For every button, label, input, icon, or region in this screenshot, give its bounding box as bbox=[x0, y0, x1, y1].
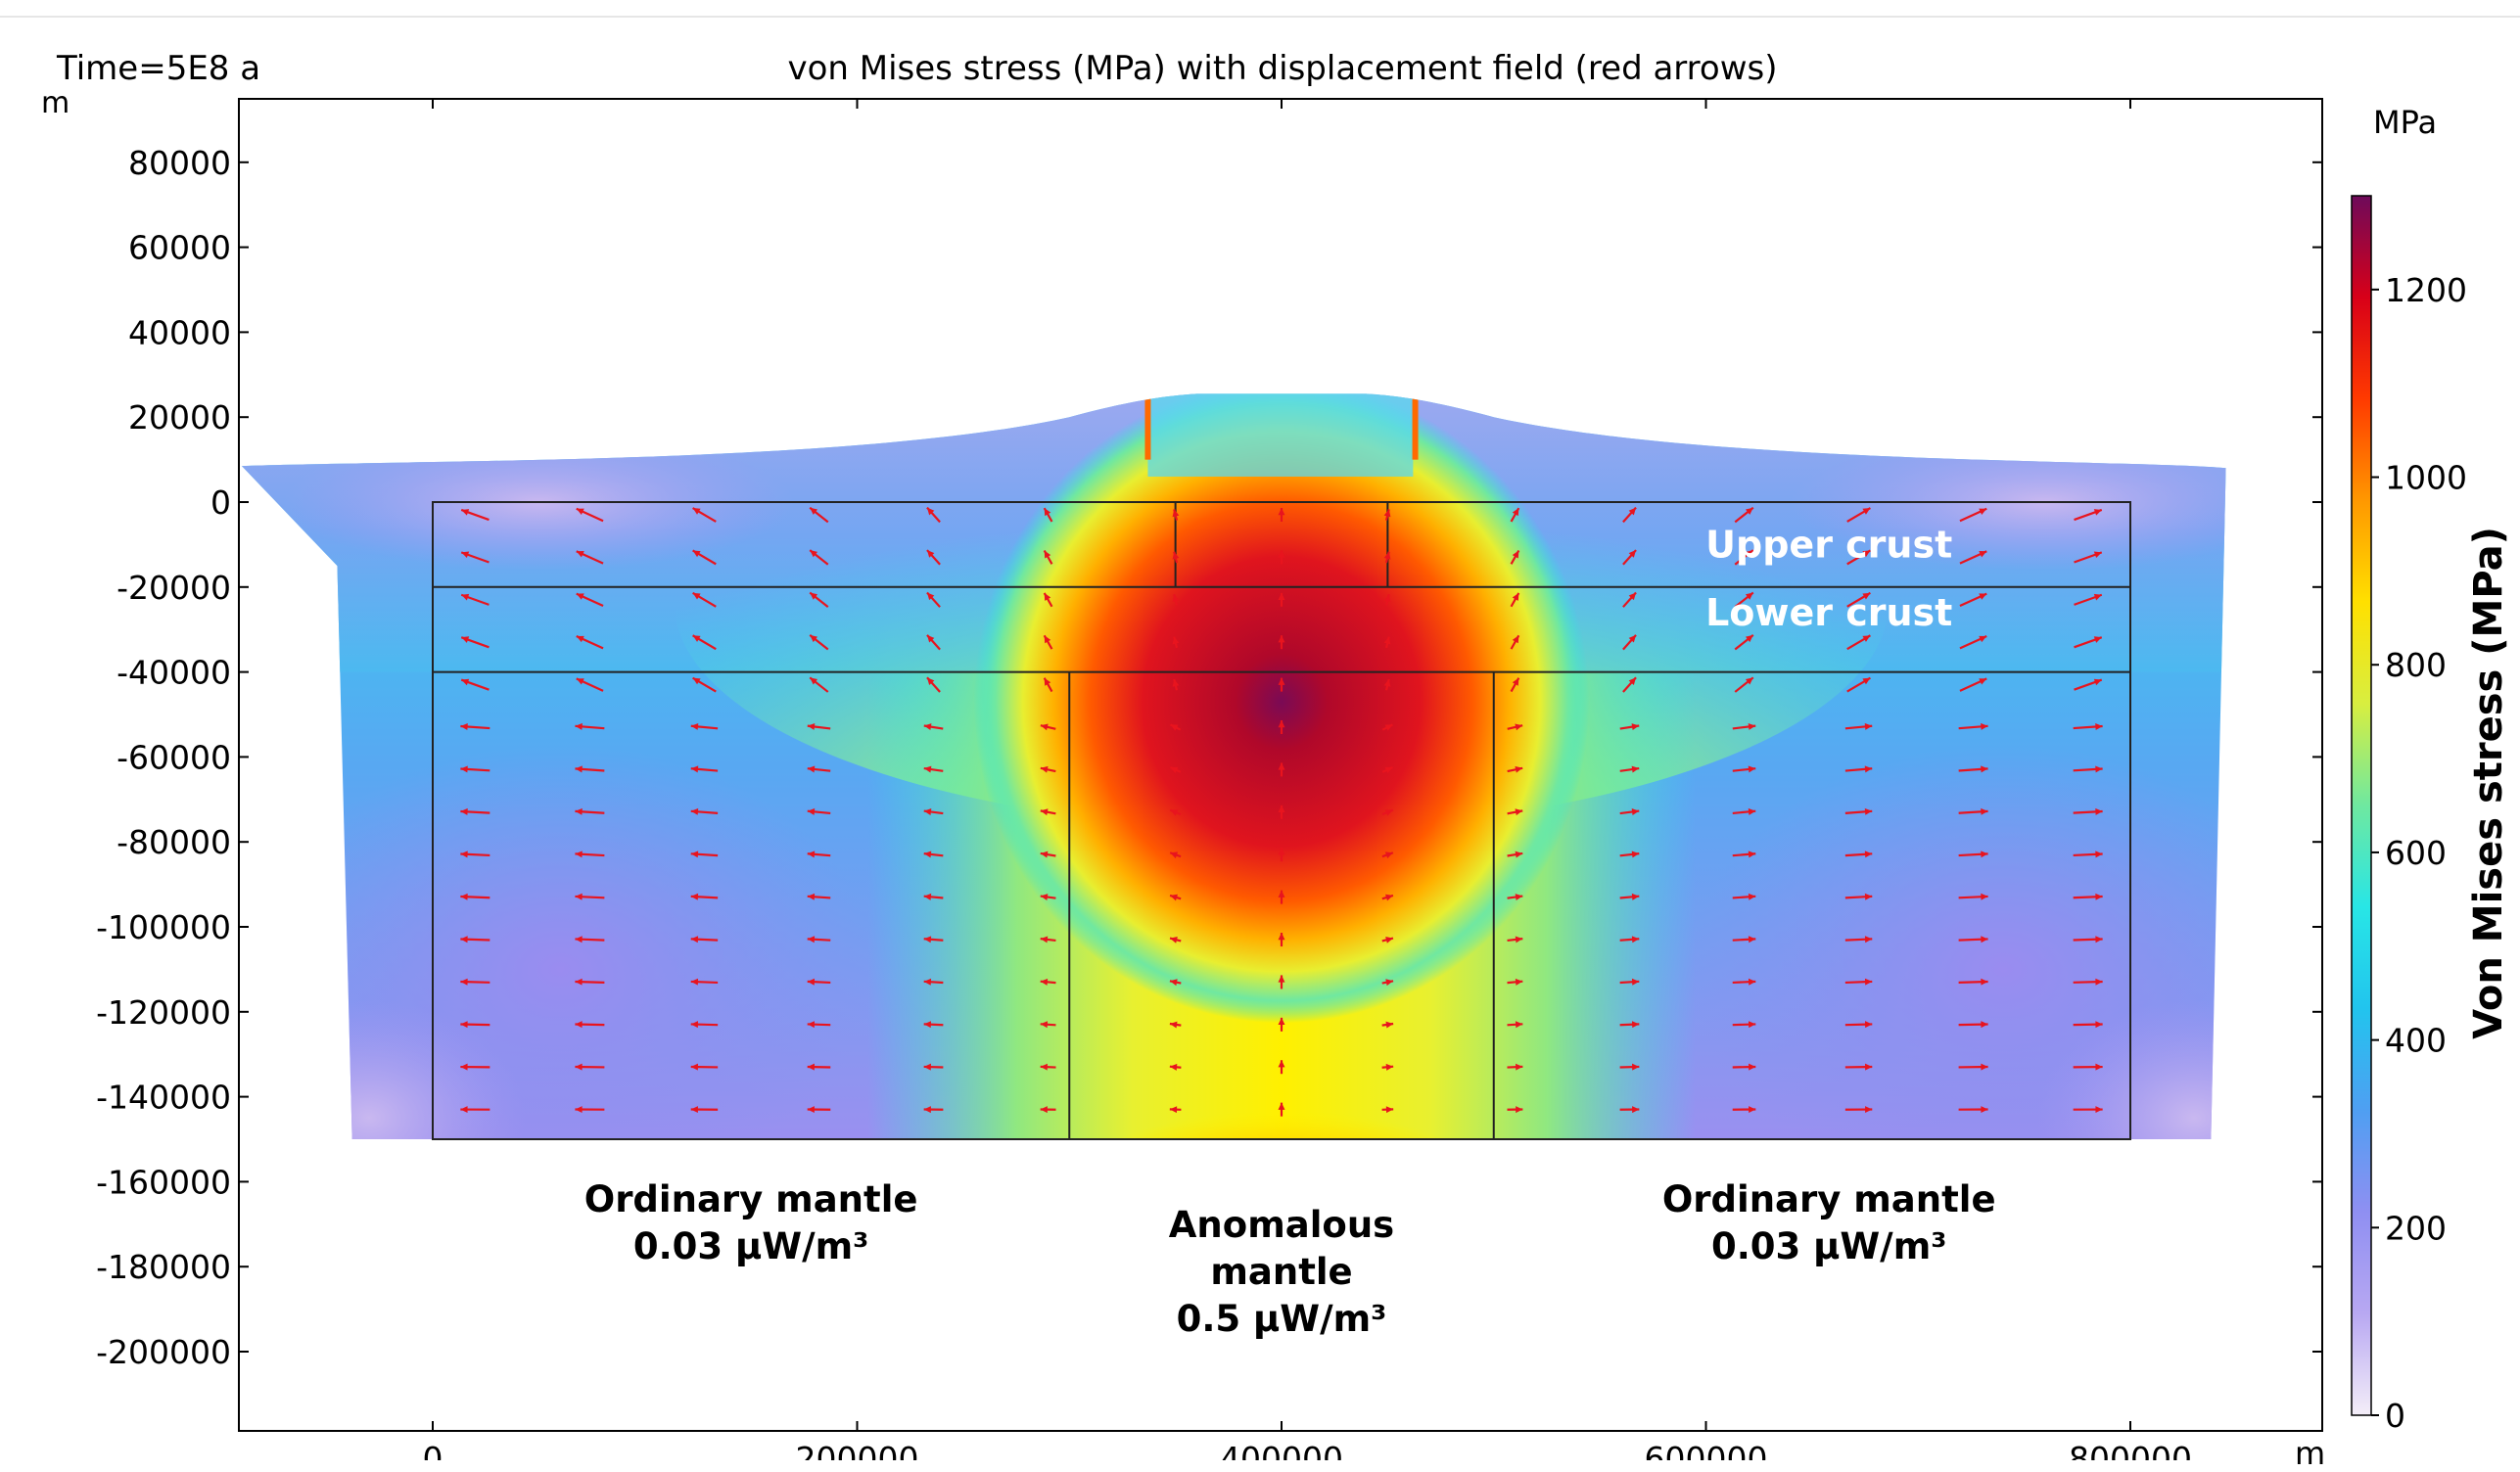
y-tick-label: -100000 bbox=[96, 908, 231, 946]
y-tick-label: -80000 bbox=[117, 823, 231, 861]
x-tick-label: 800000 bbox=[2069, 1440, 2192, 1460]
region-label-line: 0.03 µW/m³ bbox=[1711, 1225, 1946, 1267]
colorbar-tick-label: 1000 bbox=[2385, 459, 2467, 497]
surface-block-zone bbox=[1147, 391, 1413, 477]
right-corner-zone bbox=[2037, 1000, 2351, 1235]
y-tick-label: -160000 bbox=[96, 1163, 231, 1201]
region-label-line: 0.5 µW/m³ bbox=[1177, 1298, 1387, 1340]
colorbar-scale bbox=[2352, 196, 2371, 1415]
region-label-line: Ordinary mantle bbox=[1662, 1178, 1996, 1220]
region-label-line: 0.03 µW/m³ bbox=[633, 1225, 868, 1267]
colorbar: 0 200 400 600 800 1000 1200 bbox=[2352, 196, 2467, 1435]
y-tick-label: -20000 bbox=[117, 569, 231, 607]
y-tick-label: 40000 bbox=[128, 313, 231, 351]
colorbar-tick-label: 800 bbox=[2385, 646, 2447, 684]
left-corner-zone bbox=[212, 1000, 526, 1235]
x-tick-label: 600000 bbox=[1645, 1440, 1768, 1460]
colorbar-tick-label: 1200 bbox=[2385, 271, 2467, 309]
y-tick-label: -40000 bbox=[117, 654, 231, 692]
region-label: Ordinary mantle 0.03 µW/m³ bbox=[1662, 1178, 1996, 1267]
y-tick-label: 0 bbox=[210, 483, 231, 522]
colorbar-tick-label: 600 bbox=[2385, 834, 2447, 872]
region-label: Anomalous mantle 0.5 µW/m³ bbox=[1169, 1204, 1394, 1340]
high-stress-core bbox=[974, 381, 1590, 1024]
x-tick-label: 400000 bbox=[1220, 1440, 1343, 1460]
region-label-line: Ordinary mantle bbox=[584, 1178, 918, 1220]
region-label-line: Lower crust bbox=[1705, 591, 1952, 634]
y-tick-label: -140000 bbox=[96, 1079, 231, 1117]
colorbar-tick-label: 400 bbox=[2385, 1022, 2447, 1060]
right-low-stress-zone bbox=[1690, 744, 2316, 1194]
x-tick-label: 0 bbox=[423, 1440, 443, 1460]
region-label-line: mantle bbox=[1210, 1251, 1352, 1293]
y-tick-label: -60000 bbox=[117, 738, 231, 776]
y-tick-label: -120000 bbox=[96, 993, 231, 1032]
y-tick-label: 60000 bbox=[128, 229, 231, 267]
region-label: Lower crust bbox=[1705, 591, 1952, 634]
y-tick-label: 20000 bbox=[128, 398, 231, 437]
y-tick-label: 80000 bbox=[128, 144, 231, 182]
region-label: Upper crust bbox=[1705, 523, 1952, 566]
region-label-line: Anomalous bbox=[1169, 1204, 1394, 1246]
y-tick-label: -200000 bbox=[96, 1333, 231, 1371]
colorbar-tick-label: 200 bbox=[2385, 1209, 2447, 1247]
x-tick-label: 200000 bbox=[796, 1440, 919, 1460]
region-label-line: Upper crust bbox=[1705, 523, 1952, 566]
region-label: Ordinary mantle 0.03 µW/m³ bbox=[584, 1178, 918, 1267]
colorbar-tick-label: 0 bbox=[2385, 1397, 2405, 1435]
y-tick-label: -180000 bbox=[96, 1248, 231, 1286]
left-low-stress-zone bbox=[247, 744, 873, 1194]
